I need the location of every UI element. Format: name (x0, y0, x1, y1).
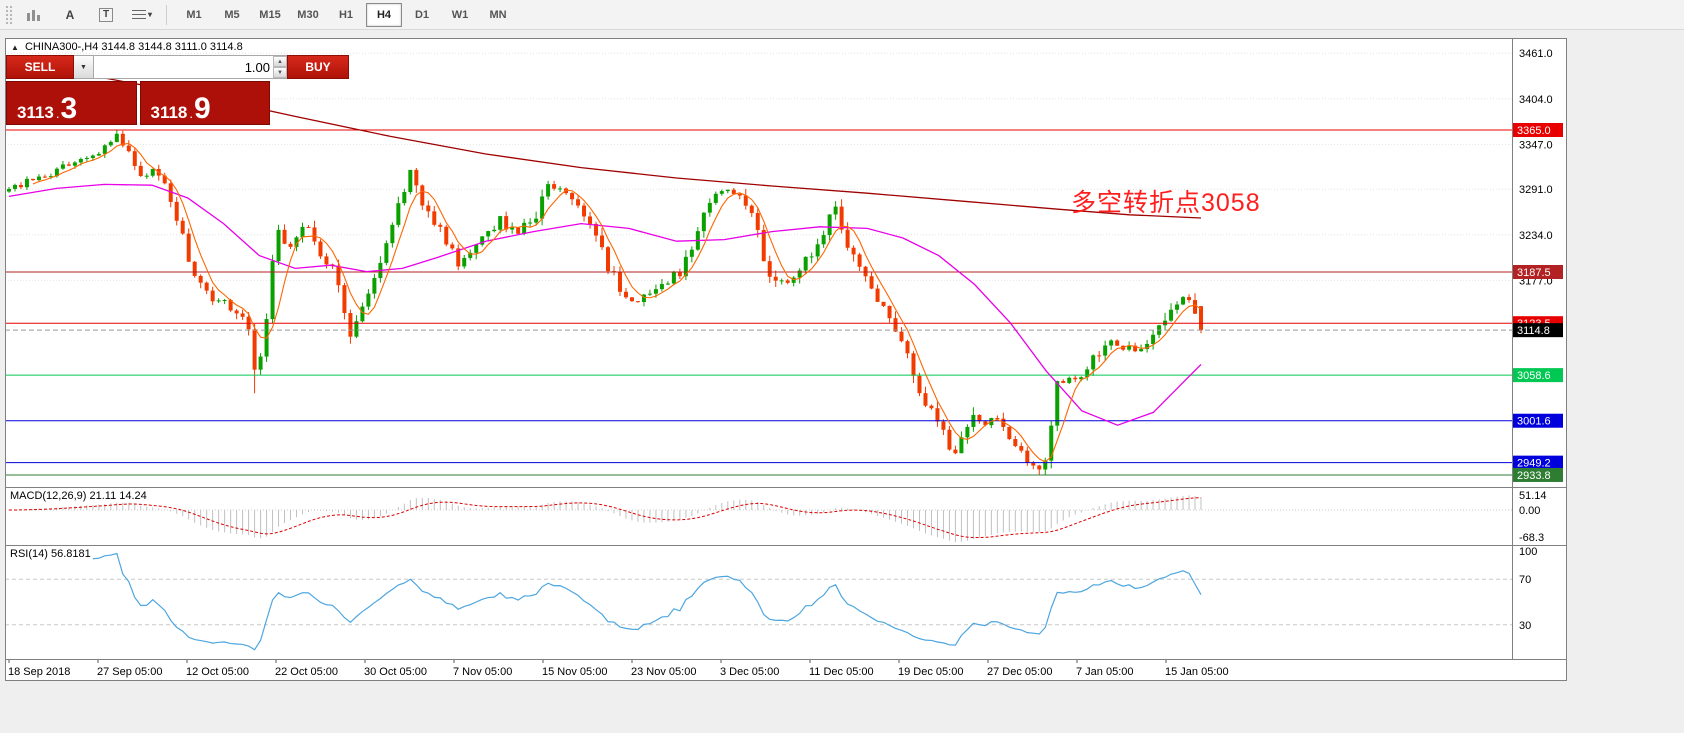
buy-price-dot: . (189, 106, 194, 121)
cursor-a-label: A (65, 7, 75, 22)
volume-dropdown-button[interactable]: ▼ (74, 55, 94, 79)
tab-timeframe-h4[interactable]: H4 (366, 2, 402, 27)
volume-input[interactable] (94, 56, 273, 78)
svg-text:11 Dec 05:00: 11 Dec 05:00 (809, 666, 874, 678)
sell-price-big-digit: 3 (60, 92, 78, 125)
chart-window: 3461.0 3404.0 3347.0 3291.0 3234.0 3177.0 3365… (5, 38, 1567, 681)
svg-text:51.14: 51.14 (1519, 490, 1547, 502)
bar-chart-icon (27, 9, 40, 21)
macd-label: MACD(12,26,9) 21.11 14.24 (10, 490, 147, 502)
svg-text:3461.0: 3461.0 (1519, 48, 1553, 60)
svg-text:3058.6: 3058.6 (1517, 370, 1551, 382)
marker-triangle-icon: ▲ (11, 43, 19, 52)
svg-text:27 Dec 05:00: 27 Dec 05:00 (987, 666, 1052, 678)
tab-timeframe-m5[interactable]: M5 (224, 8, 240, 21)
svg-text:18 Sep 2018: 18 Sep 2018 (8, 666, 70, 678)
svg-text:2949.2: 2949.2 (1517, 458, 1551, 470)
rsi-label: RSI(14) 56.8181 (10, 548, 91, 560)
svg-text:3114.8: 3114.8 (1517, 325, 1550, 337)
cursor-tool-button[interactable]: A (53, 2, 87, 28)
chart-symbol-header: ▲ CHINA300-,H4 3144.8 3144.8 3111.0 3114… (11, 41, 243, 53)
svg-text:19 Dec 05:00: 19 Dec 05:00 (898, 666, 963, 678)
svg-text:2933.8: 2933.8 (1517, 470, 1551, 482)
svg-text:70: 70 (1519, 574, 1531, 586)
chart-canvas[interactable]: 3461.03404.03347.03291.03234.03177.03365… (5, 38, 1567, 681)
svg-text:3234.0: 3234.0 (1519, 230, 1553, 242)
one-click-trade-panel: SELL ▼ ▲ ▼ BUY 3113 . 3 (6, 55, 349, 125)
volume-increase-button[interactable]: ▲ (273, 56, 287, 67)
buy-button[interactable]: BUY (287, 55, 349, 79)
sell-button[interactable]: SELL (6, 55, 74, 79)
svg-text:100: 100 (1519, 546, 1537, 558)
text-tool-button[interactable]: T (89, 2, 123, 28)
chevron-down-icon: ▾ (147, 10, 152, 19)
chevron-down-icon: ▼ (80, 63, 87, 71)
svg-text:3187.5: 3187.5 (1517, 267, 1551, 279)
svg-text:15 Nov 05:00: 15 Nov 05:00 (542, 666, 607, 678)
line-style-icon (131, 10, 146, 19)
svg-text:7 Nov 05:00: 7 Nov 05:00 (453, 666, 512, 678)
tab-timeframe-w1[interactable]: W1 (451, 8, 469, 21)
toolbar-grip-handle[interactable] (5, 4, 12, 25)
line-style-dropdown-button[interactable]: ▾ (125, 2, 159, 28)
svg-text:-68.3: -68.3 (1519, 532, 1544, 544)
svg-text:27 Sep 05:00: 27 Sep 05:00 (97, 666, 162, 678)
svg-text:0.00: 0.00 (1519, 505, 1540, 517)
main-toolbar: A T ▾ M1 M5 M15 M30 H1 H4 D1 W1 MN (0, 0, 1684, 30)
tab-timeframe-h1[interactable]: H1 (338, 8, 354, 21)
svg-text:22 Oct 05:00: 22 Oct 05:00 (275, 666, 338, 678)
svg-text:12 Oct 05:00: 12 Oct 05:00 (186, 666, 249, 678)
svg-text:7 Jan 05:00: 7 Jan 05:00 (1076, 666, 1134, 678)
buy-price-base: 3118 (150, 103, 188, 122)
svg-text:3 Dec 05:00: 3 Dec 05:00 (720, 666, 779, 678)
svg-text:3347.0: 3347.0 (1519, 139, 1553, 151)
sell-price-base: 3113 (17, 103, 54, 122)
tab-timeframe-m30[interactable]: M30 (297, 8, 319, 21)
tab-timeframe-mn[interactable]: MN (489, 8, 507, 21)
text-tool-icon: T (98, 7, 114, 22)
svg-text:23 Nov 05:00: 23 Nov 05:00 (631, 666, 696, 678)
timeframe-group: M1 M5 M15 M30 H1 H4 D1 W1 MN (175, 2, 517, 27)
tab-timeframe-m1[interactable]: M1 (186, 8, 202, 21)
svg-text:15 Jan 05:00: 15 Jan 05:00 (1165, 666, 1229, 678)
chart-annotation: 多空转折点3058 (1071, 189, 1261, 217)
charts-button[interactable] (17, 2, 51, 28)
tab-timeframe-m15[interactable]: M15 (259, 8, 281, 21)
sell-price-dot: . (55, 106, 60, 121)
sell-price-display[interactable]: 3113 . 3 (6, 81, 137, 125)
volume-field-wrap: ▲ ▼ (94, 55, 287, 79)
svg-text:3404.0: 3404.0 (1519, 94, 1553, 106)
svg-text:3001.6: 3001.6 (1517, 416, 1551, 428)
svg-text:30 Oct 05:00: 30 Oct 05:00 (364, 666, 427, 678)
volume-spinner: ▲ ▼ (273, 56, 287, 78)
buy-price-big-digit: 9 (194, 92, 211, 125)
buy-price-display[interactable]: 3118 . 9 (139, 81, 270, 125)
symbol-ohlc-text: CHINA300-,H4 3144.8 3144.8 3111.0 3114.8 (24, 41, 243, 53)
svg-text:30: 30 (1519, 620, 1531, 632)
volume-decrease-button[interactable]: ▼ (273, 67, 287, 78)
tab-timeframe-d1[interactable]: D1 (414, 8, 430, 21)
toolbar-separator (166, 4, 167, 25)
svg-text:3291.0: 3291.0 (1519, 184, 1553, 196)
svg-text:3365.0: 3365.0 (1517, 125, 1551, 137)
